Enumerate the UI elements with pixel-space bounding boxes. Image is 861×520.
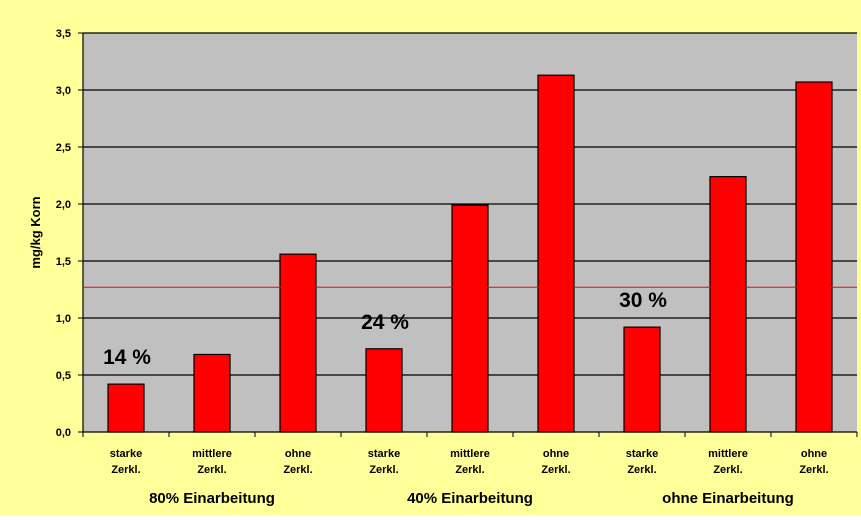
group-label: 80% Einarbeitung bbox=[149, 490, 275, 507]
bar bbox=[193, 353, 231, 433]
y-tick-label: 2,5 bbox=[56, 142, 71, 154]
x-category-label: ohne bbox=[543, 448, 569, 460]
x-category-label: Zerkl. bbox=[455, 464, 484, 476]
x-category-label: starke bbox=[368, 448, 400, 460]
y-tick-label: 2,0 bbox=[56, 199, 71, 211]
group-label: 40% Einarbeitung bbox=[407, 490, 533, 507]
bar bbox=[537, 74, 575, 433]
x-category-label: mittlere bbox=[192, 448, 232, 460]
x-category-label: Zerkl. bbox=[799, 464, 828, 476]
y-tick-label: 3,5 bbox=[56, 28, 71, 40]
bar bbox=[107, 383, 145, 433]
x-category-label: Zerkl. bbox=[369, 464, 398, 476]
bar bbox=[709, 176, 747, 433]
annotation-label: 24 % bbox=[361, 311, 409, 334]
x-category-label: Zerkl. bbox=[713, 464, 742, 476]
y-tick-label: 1,0 bbox=[56, 313, 71, 325]
annotation-label: 30 % bbox=[619, 289, 667, 312]
bar bbox=[279, 253, 317, 433]
y-axis-label: mg/kg Korn bbox=[28, 196, 43, 268]
y-tick-label: 0,5 bbox=[56, 370, 71, 382]
y-tick-label: 3,0 bbox=[56, 85, 71, 97]
x-category-label: ohne bbox=[285, 448, 311, 460]
group-label: ohne Einarbeitung bbox=[662, 490, 794, 507]
x-category-label: Zerkl. bbox=[627, 464, 656, 476]
x-category-label: Zerkl. bbox=[111, 464, 140, 476]
bar bbox=[795, 81, 833, 433]
x-category-label: Zerkl. bbox=[197, 464, 226, 476]
bar bbox=[365, 348, 403, 433]
x-category-label: Zerkl. bbox=[541, 464, 570, 476]
annotation-label: 14 % bbox=[103, 346, 151, 369]
bar bbox=[623, 326, 661, 433]
y-tick-label: 1,5 bbox=[56, 256, 71, 268]
x-category-label: starke bbox=[626, 448, 658, 460]
x-category-label: ohne bbox=[801, 448, 827, 460]
x-category-label: starke bbox=[110, 448, 142, 460]
x-category-label: Zerkl. bbox=[283, 464, 312, 476]
x-category-label: mittlere bbox=[450, 448, 490, 460]
bar bbox=[451, 204, 489, 433]
x-category-label: mittlere bbox=[708, 448, 748, 460]
y-tick-label: 0,0 bbox=[56, 427, 71, 439]
